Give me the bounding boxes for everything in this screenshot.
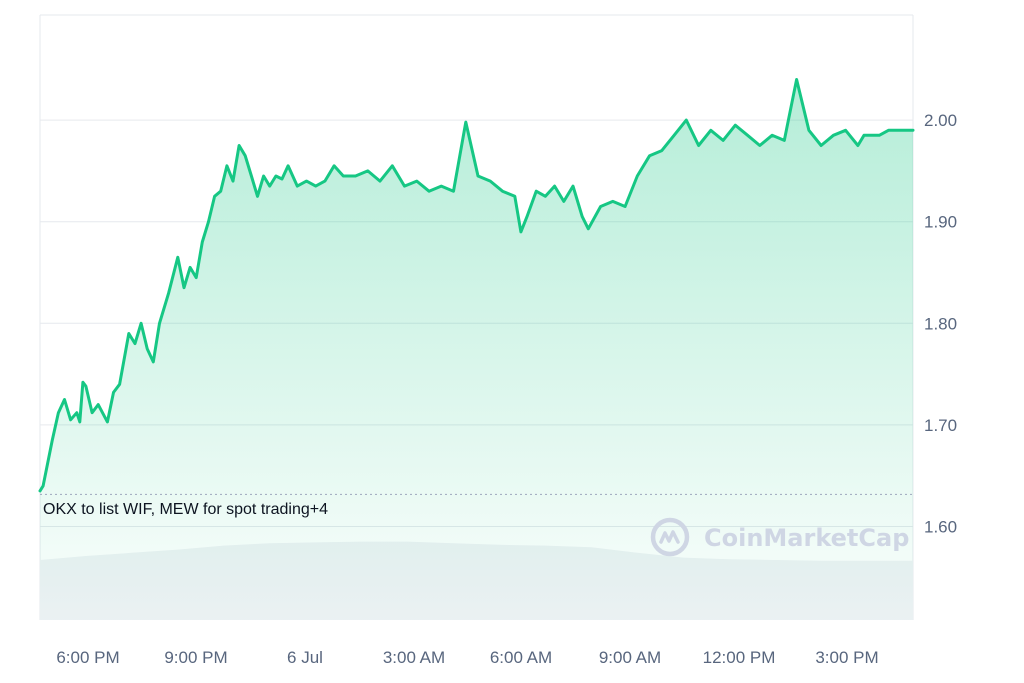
x-axis: 6:00 PM 9:00 PM 6 Jul 3:00 AM 6:00 AM 9:00 AM… — [56, 648, 878, 667]
x-tick-label: 6 Jul — [287, 648, 323, 667]
y-tick-label: 2.00 — [924, 111, 957, 130]
y-tick-label: 1.60 — [924, 518, 957, 537]
x-tick-label: 9:00 AM — [599, 648, 661, 667]
x-tick-label: 3:00 AM — [383, 648, 445, 667]
y-axis: 1.60 1.70 1.80 1.90 2.00 — [924, 111, 957, 536]
price-line — [38, 78, 915, 493]
price-area — [40, 79, 913, 620]
price-area-fill — [40, 79, 913, 620]
x-tick-label: 12:00 PM — [703, 648, 776, 667]
x-tick-label: 6:00 PM — [56, 648, 119, 667]
y-tick-label: 1.90 — [924, 213, 957, 232]
y-tick-label: 1.70 — [924, 416, 957, 435]
y-tick-label: 1.80 — [924, 314, 957, 333]
coinmarketcap-logo-icon — [650, 517, 690, 557]
news-annotation[interactable]: OKX to list WIF, MEW for spot trading+4 — [43, 501, 328, 518]
watermark: CoinMarketCap — [650, 517, 909, 557]
x-tick-label: 9:00 PM — [164, 648, 227, 667]
x-tick-label: 3:00 PM — [815, 648, 878, 667]
x-tick-label: 6:00 AM — [490, 648, 552, 667]
watermark-text: CoinMarketCap — [704, 524, 909, 552]
price-line-group — [38, 78, 915, 493]
